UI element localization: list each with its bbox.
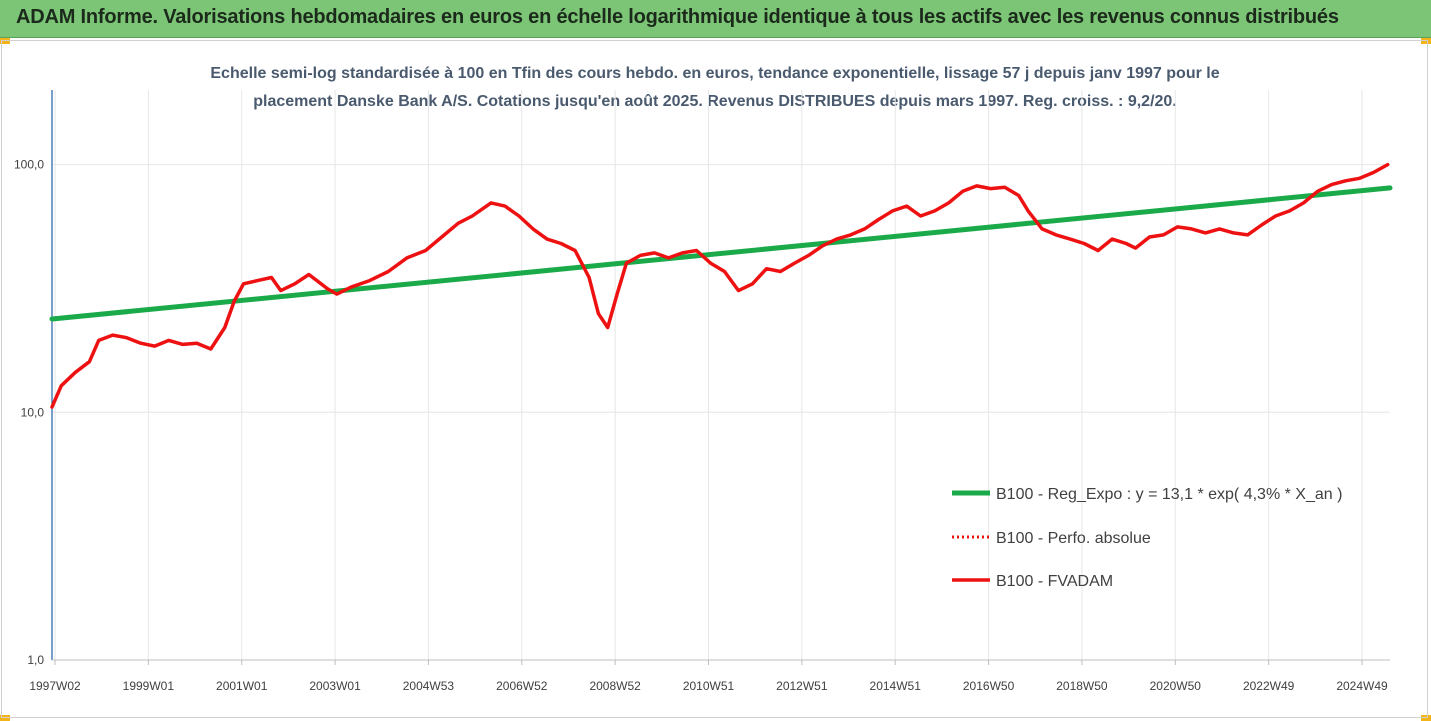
legend-label-1: B100 - Reg_Expo : y = 13,1 * exp( 4,3% *…: [996, 486, 1342, 503]
legend-label-3: B100 - FVADAM: [996, 573, 1113, 590]
x-tick-label: 2008W52: [589, 679, 641, 693]
corner-mark-left: [0, 38, 10, 44]
x-tick-label: 2022W49: [1243, 679, 1295, 693]
x-tick-label: 1999W01: [123, 679, 175, 693]
series-lines: [49, 162, 1393, 409]
x-tick-label: 2014W51: [870, 679, 922, 693]
x-tick-label: 2001W01: [216, 679, 268, 693]
x-tick-label: 2010W51: [683, 679, 735, 693]
corner-mark-bottom-left: [0, 715, 10, 721]
grid-lines: [52, 90, 1390, 660]
x-tick-label: 2003W01: [309, 679, 361, 693]
x-tick-label: 2020W50: [1150, 679, 1202, 693]
x-tick-label: 2018W50: [1056, 679, 1108, 693]
chart-frame: [1, 40, 1428, 718]
y-tick-label: 1,0: [27, 653, 44, 667]
y-tick-labels: 1,0 10,0 100,0: [14, 158, 44, 667]
x-tick-label: 2004W53: [403, 679, 455, 693]
x-tick-labels: 1997W02 1999W01 2001W01 2003W01 2004W53 2006W…: [29, 679, 1388, 693]
corner-mark-right: [1421, 38, 1431, 44]
corner-mark-bottom-right: [1421, 715, 1431, 721]
series-line-3: [50, 162, 1390, 409]
legend-label-2: B100 - Perfo. absolue: [996, 530, 1151, 547]
header-bar: ADAM Informe. Valorisations hebdomadaire…: [0, 0, 1431, 38]
y-tick-label: 10,0: [21, 405, 45, 419]
header-title: ADAM Informe. Valorisations hebdomadaire…: [16, 6, 1339, 28]
y-tick-label: 100,0: [14, 158, 44, 172]
x-tick-label: 2006W52: [496, 679, 548, 693]
chart-title-line-1: Echelle semi-log standardisée à 100 en T…: [210, 65, 1220, 82]
x-tick-label: 2024W49: [1336, 679, 1388, 693]
legend: B100 - Reg_Expo : y = 13,1 * exp( 4,3% *…: [952, 486, 1342, 590]
axes: [51, 90, 1390, 665]
series-line-1: [49, 185, 1393, 322]
x-tick-label: 2012W51: [776, 679, 828, 693]
x-tick-label: 1997W02: [29, 679, 81, 693]
x-tick-label: 2016W50: [963, 679, 1015, 693]
chart-title-line-2: placement Danske Bank A/S. Cotations jus…: [253, 93, 1177, 110]
